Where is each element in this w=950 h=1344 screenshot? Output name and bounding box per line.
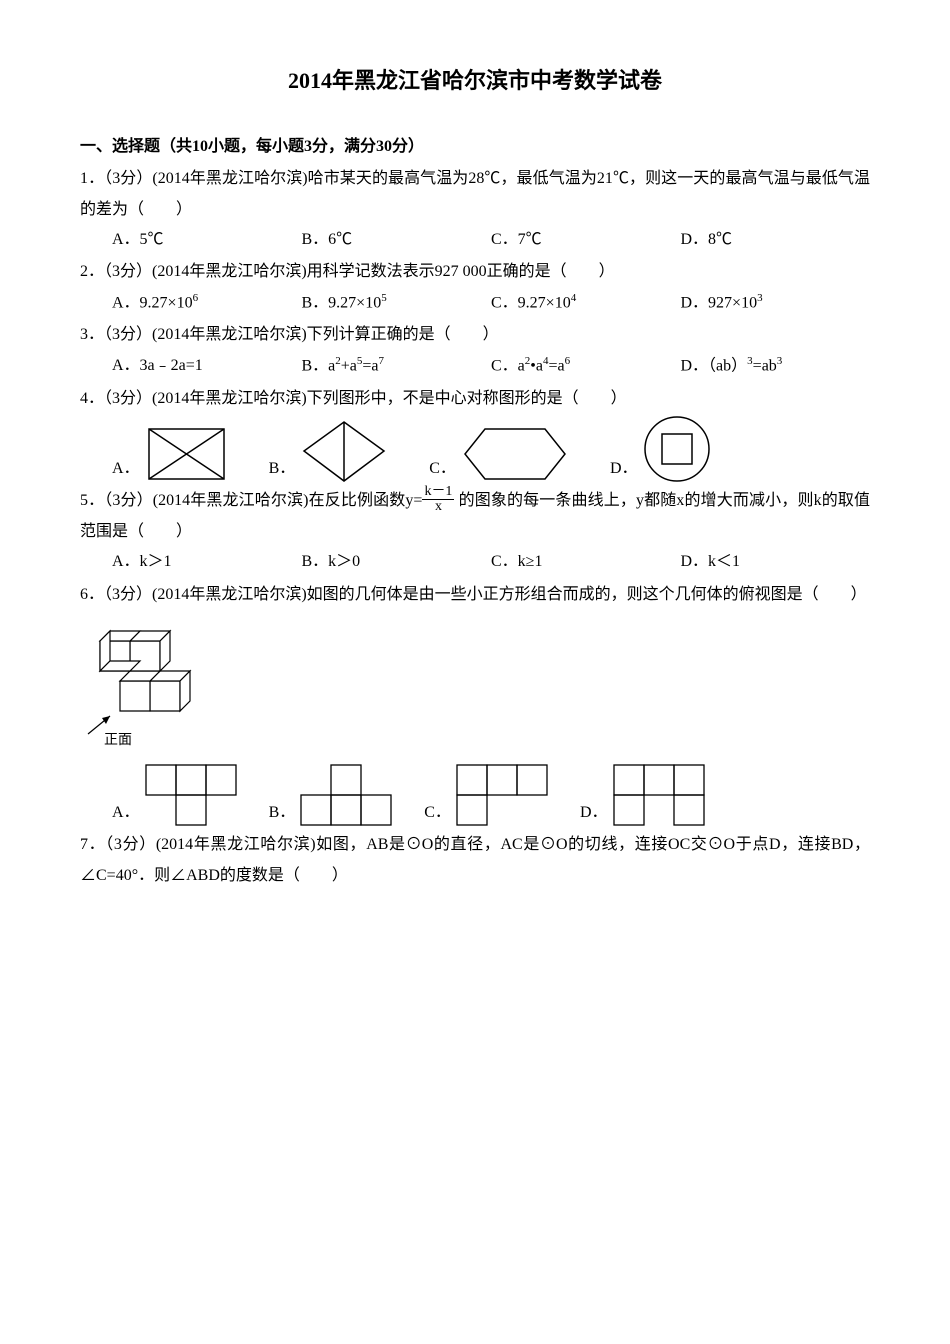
question-1-options: A．5℃ B．6℃ C．7℃ D．8℃ — [80, 225, 870, 255]
question-6: 6．（3分）(2014年黑龙江哈尔滨)如图的几何体是由一些小正方形组合而成的，则… — [80, 580, 870, 610]
q1-opt-a: A．5℃ — [112, 225, 302, 255]
q1-opt-b: B．6℃ — [302, 225, 492, 255]
question-2-options: A．9.27×106 B．9.27×105 C．9.27×104 D．927×1… — [80, 288, 870, 319]
q2-opt-b: B．9.27×105 — [302, 288, 492, 319]
question-7: 7．（3分）(2014年黑龙江哈尔滨)如图，AB是⊙O的直径，AC是⊙O的切线，… — [80, 830, 870, 891]
svg-text:正面: 正面 — [104, 733, 132, 746]
q6-topview-d — [612, 763, 707, 828]
q3-opt-c: C．a2•a4=a6 — [491, 351, 681, 382]
q4-opt-c-label: C． — [429, 454, 456, 484]
q1-opt-c: C．7℃ — [491, 225, 681, 255]
question-6-options: A． B． C． D． — [80, 763, 870, 828]
q6-opt-b-label: B． — [269, 798, 296, 828]
q5-opt-c: C．k≥1 — [491, 547, 681, 577]
question-4-shapes: A． B． C． D． — [80, 414, 870, 484]
question-2: 2．（3分）(2014年黑龙江哈尔滨)用科学记数法表示927 000正确的是（ … — [80, 257, 870, 287]
q4-shape-c — [460, 424, 570, 484]
question-5-options: A．k＞1 B．k＞0 C．k≥1 D．k＜1 — [80, 547, 870, 577]
question-3-options: A．3a﹣2a=1 B．a2+a5=a7 C．a2•a4=a6 D．（ab）3=… — [80, 351, 870, 382]
question-4: 4．（3分）(2014年黑龙江哈尔滨)下列图形中，不是中心对称图形的是（ ） — [80, 384, 870, 414]
q4-shape-b — [299, 419, 389, 484]
q4-opt-a-label: A． — [112, 454, 140, 484]
q6-topview-c — [455, 763, 550, 828]
q2-opt-c: C．9.27×104 — [491, 288, 681, 319]
section-header: 一、选择题（共10小题，每小题3分，满分30分） — [80, 132, 870, 162]
question-1: 1．（3分）(2014年黑龙江哈尔滨)哈市某天的最高气温为28℃，最低气温为21… — [80, 164, 870, 225]
q6-topview-b — [299, 763, 394, 828]
q6-topview-a — [144, 763, 239, 828]
q6-opt-d-label: D． — [580, 798, 608, 828]
q4-shape-d — [642, 414, 712, 484]
q5-opt-b: B．k＞0 — [302, 547, 492, 577]
q3-opt-b: B．a2+a5=a7 — [302, 351, 492, 382]
q4-opt-d-label: D． — [610, 454, 638, 484]
question-5: 5．（3分）(2014年黑龙江哈尔滨)在反比例函数y=k－1x 的图象的每一条曲… — [80, 486, 870, 547]
q5-opt-d: D．k＜1 — [681, 547, 871, 577]
q5-opt-a: A．k＞1 — [112, 547, 302, 577]
q3-opt-d: D．（ab）3=ab3 — [681, 351, 871, 382]
q3-opt-a: A．3a﹣2a=1 — [112, 351, 302, 382]
page-title: 2014年黑龙江省哈尔滨市中考数学试卷 — [80, 60, 870, 102]
q2-opt-d: D．927×103 — [681, 288, 871, 319]
q4-opt-b-label: B． — [269, 454, 296, 484]
q2-opt-a: A．9.27×106 — [112, 288, 302, 319]
q6-opt-a-label: A． — [112, 798, 140, 828]
question-3: 3．（3分）(2014年黑龙江哈尔滨)下列计算正确的是（ ） — [80, 320, 870, 350]
q4-shape-a — [144, 424, 229, 484]
q6-figure: 正面 — [80, 616, 870, 757]
q6-opt-c-label: C． — [424, 798, 451, 828]
q1-opt-d: D．8℃ — [681, 225, 871, 255]
